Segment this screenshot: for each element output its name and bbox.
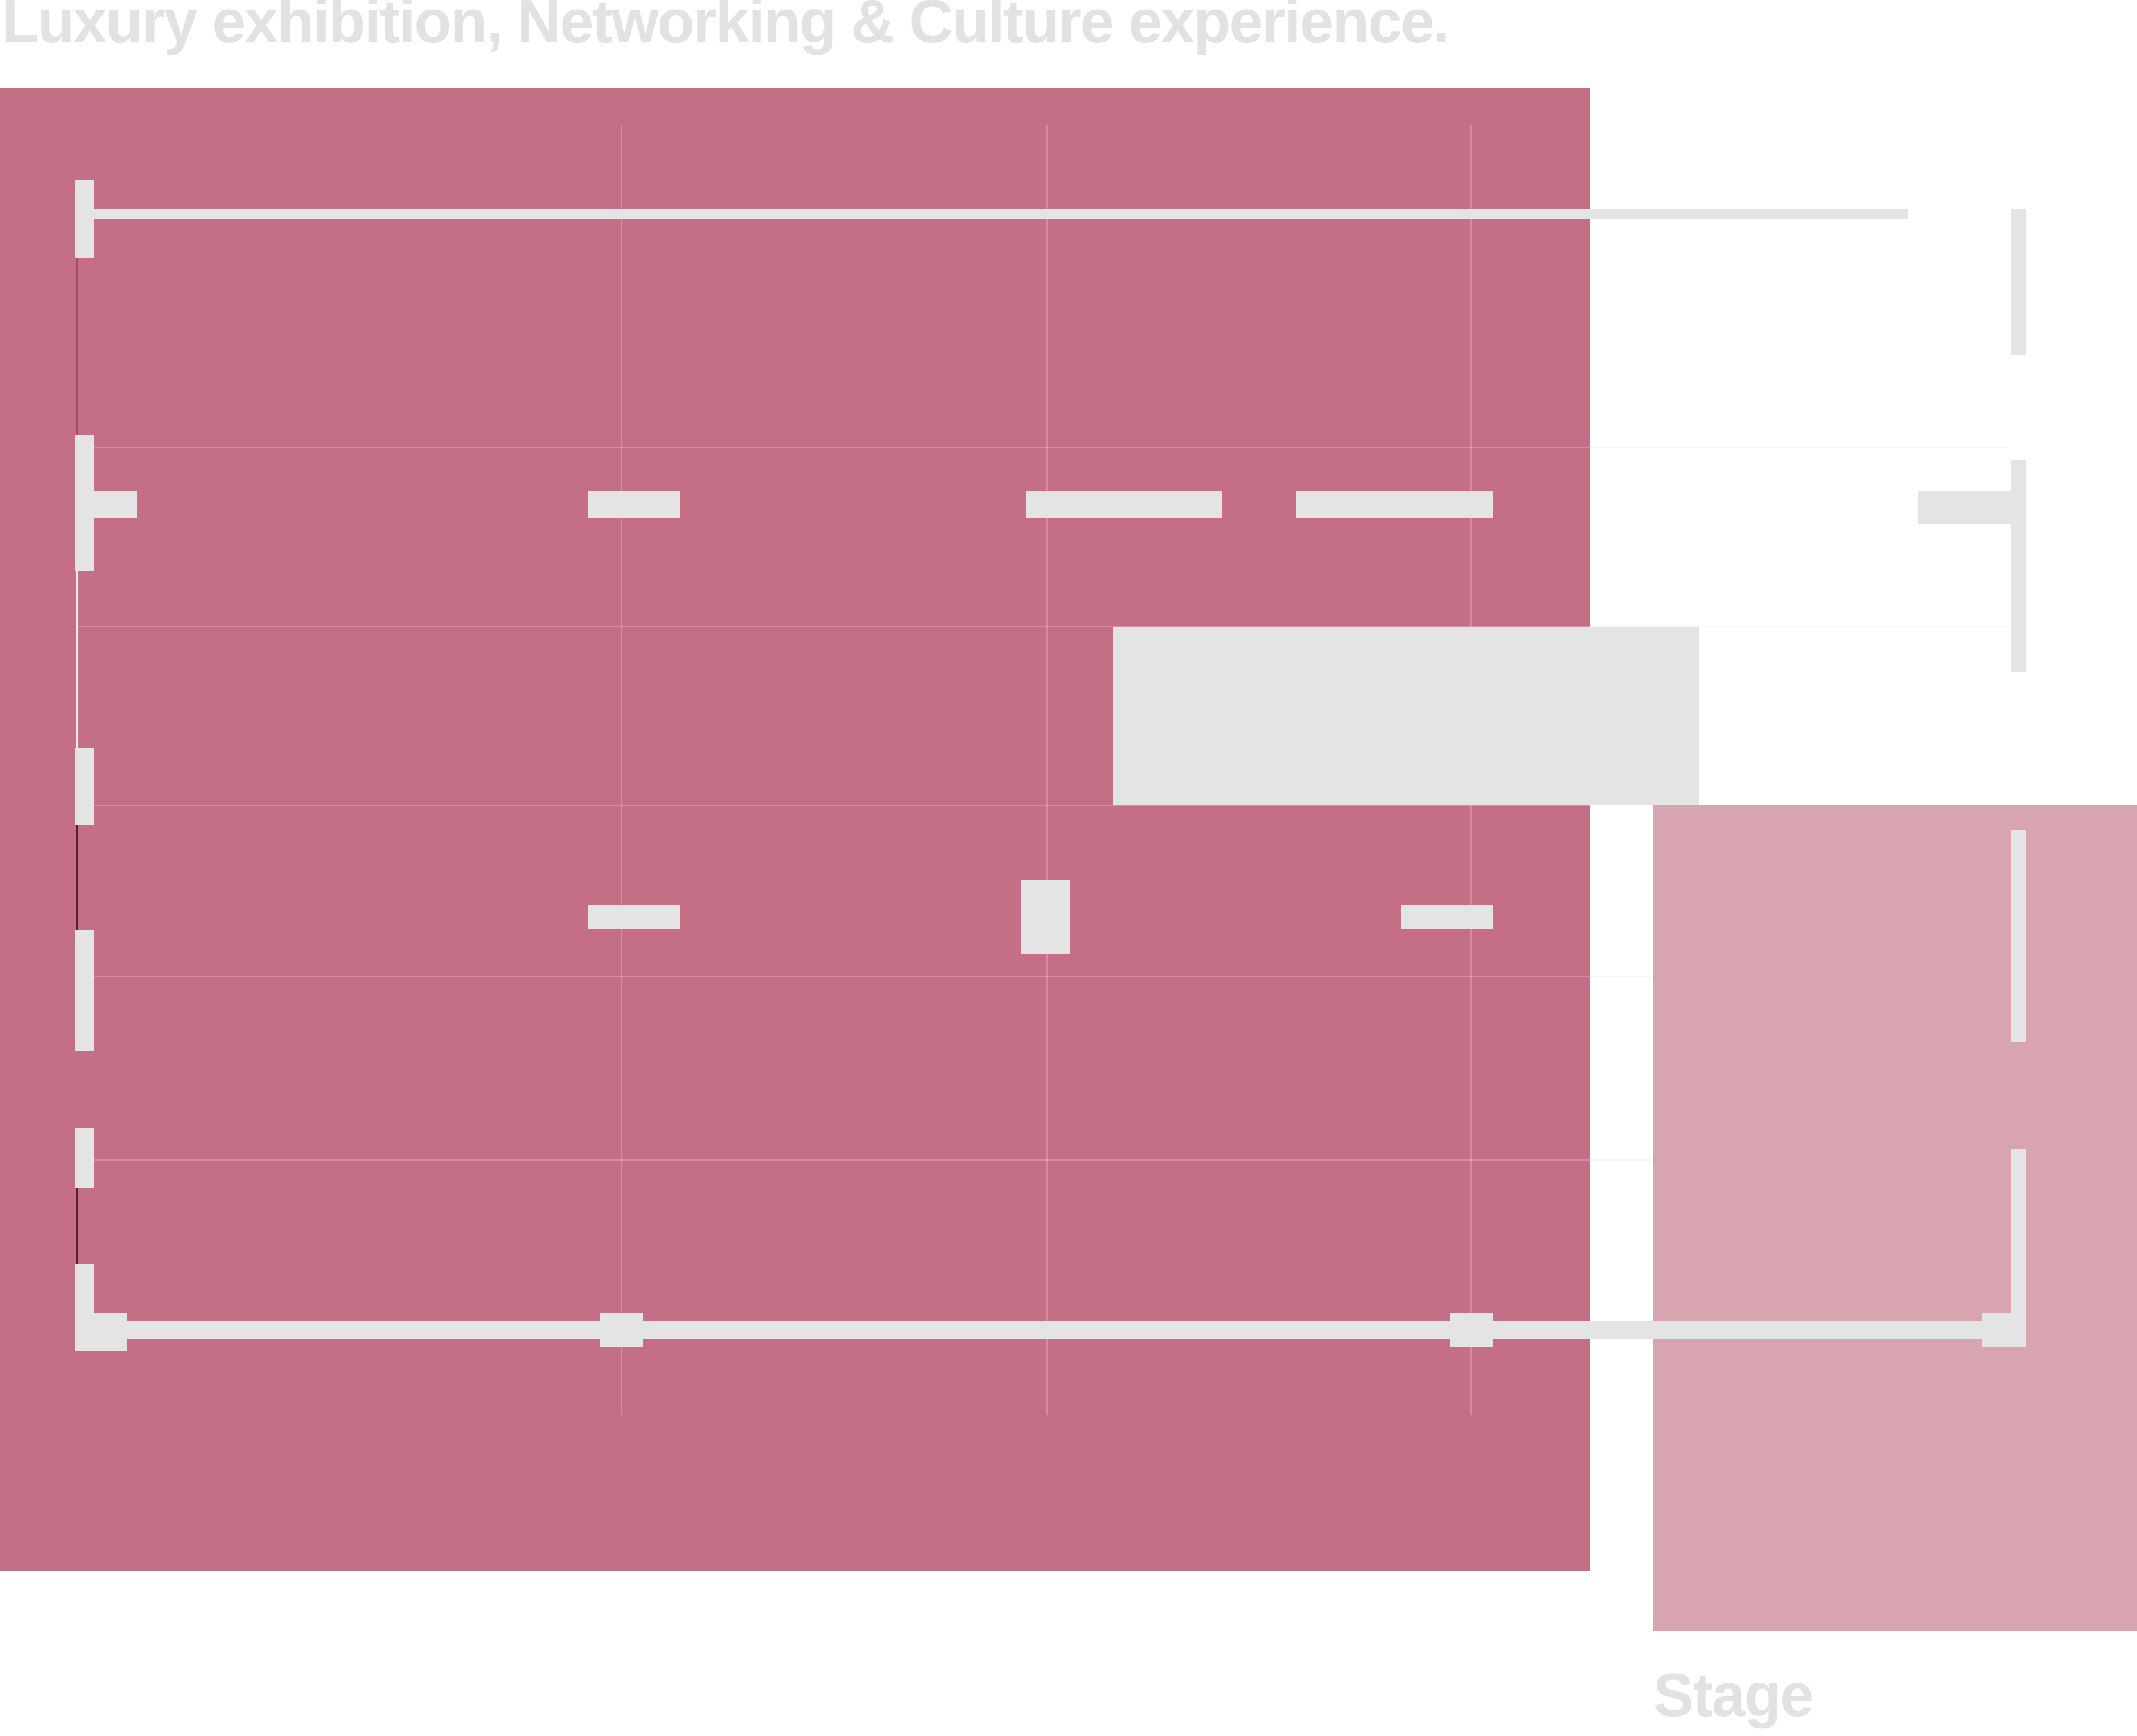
wall-right	[2011, 209, 2026, 355]
main-exhibition-zone	[0, 88, 1590, 1571]
grid-line-horizontal	[76, 626, 1590, 627]
wall-thin	[76, 825, 78, 930]
partition	[1401, 905, 1493, 929]
grid-line-horizontal	[76, 805, 1590, 806]
grid-line-horizontal	[76, 976, 1590, 977]
wall-bottom	[127, 1321, 2019, 1339]
wall-top	[94, 209, 1908, 219]
wall-left	[75, 930, 94, 1051]
stage-zone	[1653, 805, 2137, 1631]
wall-right	[2011, 1149, 2026, 1347]
partition	[94, 491, 137, 518]
wall-thin	[76, 1188, 78, 1264]
grid-line-horizontal	[1590, 976, 1653, 977]
grid-line-horizontal	[76, 1159, 1590, 1161]
grid-line-horizontal	[1590, 1159, 1653, 1161]
wall-thin	[76, 571, 78, 748]
partition	[1296, 491, 1493, 518]
grid-line-horizontal	[1590, 447, 2008, 448]
partition	[1918, 491, 2026, 524]
wall-post	[1450, 1313, 1493, 1347]
partition	[588, 905, 680, 929]
stage-label: Stage	[1653, 1660, 1814, 1729]
display-block	[1113, 627, 1699, 805]
wall-right	[2011, 830, 2026, 1042]
wall-left	[75, 435, 94, 571]
partition	[1026, 491, 1222, 518]
wall-left	[75, 1128, 94, 1188]
wall-post	[75, 180, 94, 258]
page-title: Luxury exhibition, Networking & Culture …	[1, 0, 1450, 55]
grid-line-horizontal	[1590, 626, 2008, 627]
grid-line-vertical	[621, 125, 622, 1415]
wall-thin	[76, 258, 78, 435]
pillar	[1021, 880, 1070, 954]
wall-post	[600, 1313, 643, 1347]
grid-line-vertical	[1046, 125, 1048, 1415]
grid-line-horizontal	[76, 447, 1590, 448]
wall-left	[75, 748, 94, 825]
partition	[588, 491, 680, 518]
wall-corner	[75, 1313, 127, 1351]
